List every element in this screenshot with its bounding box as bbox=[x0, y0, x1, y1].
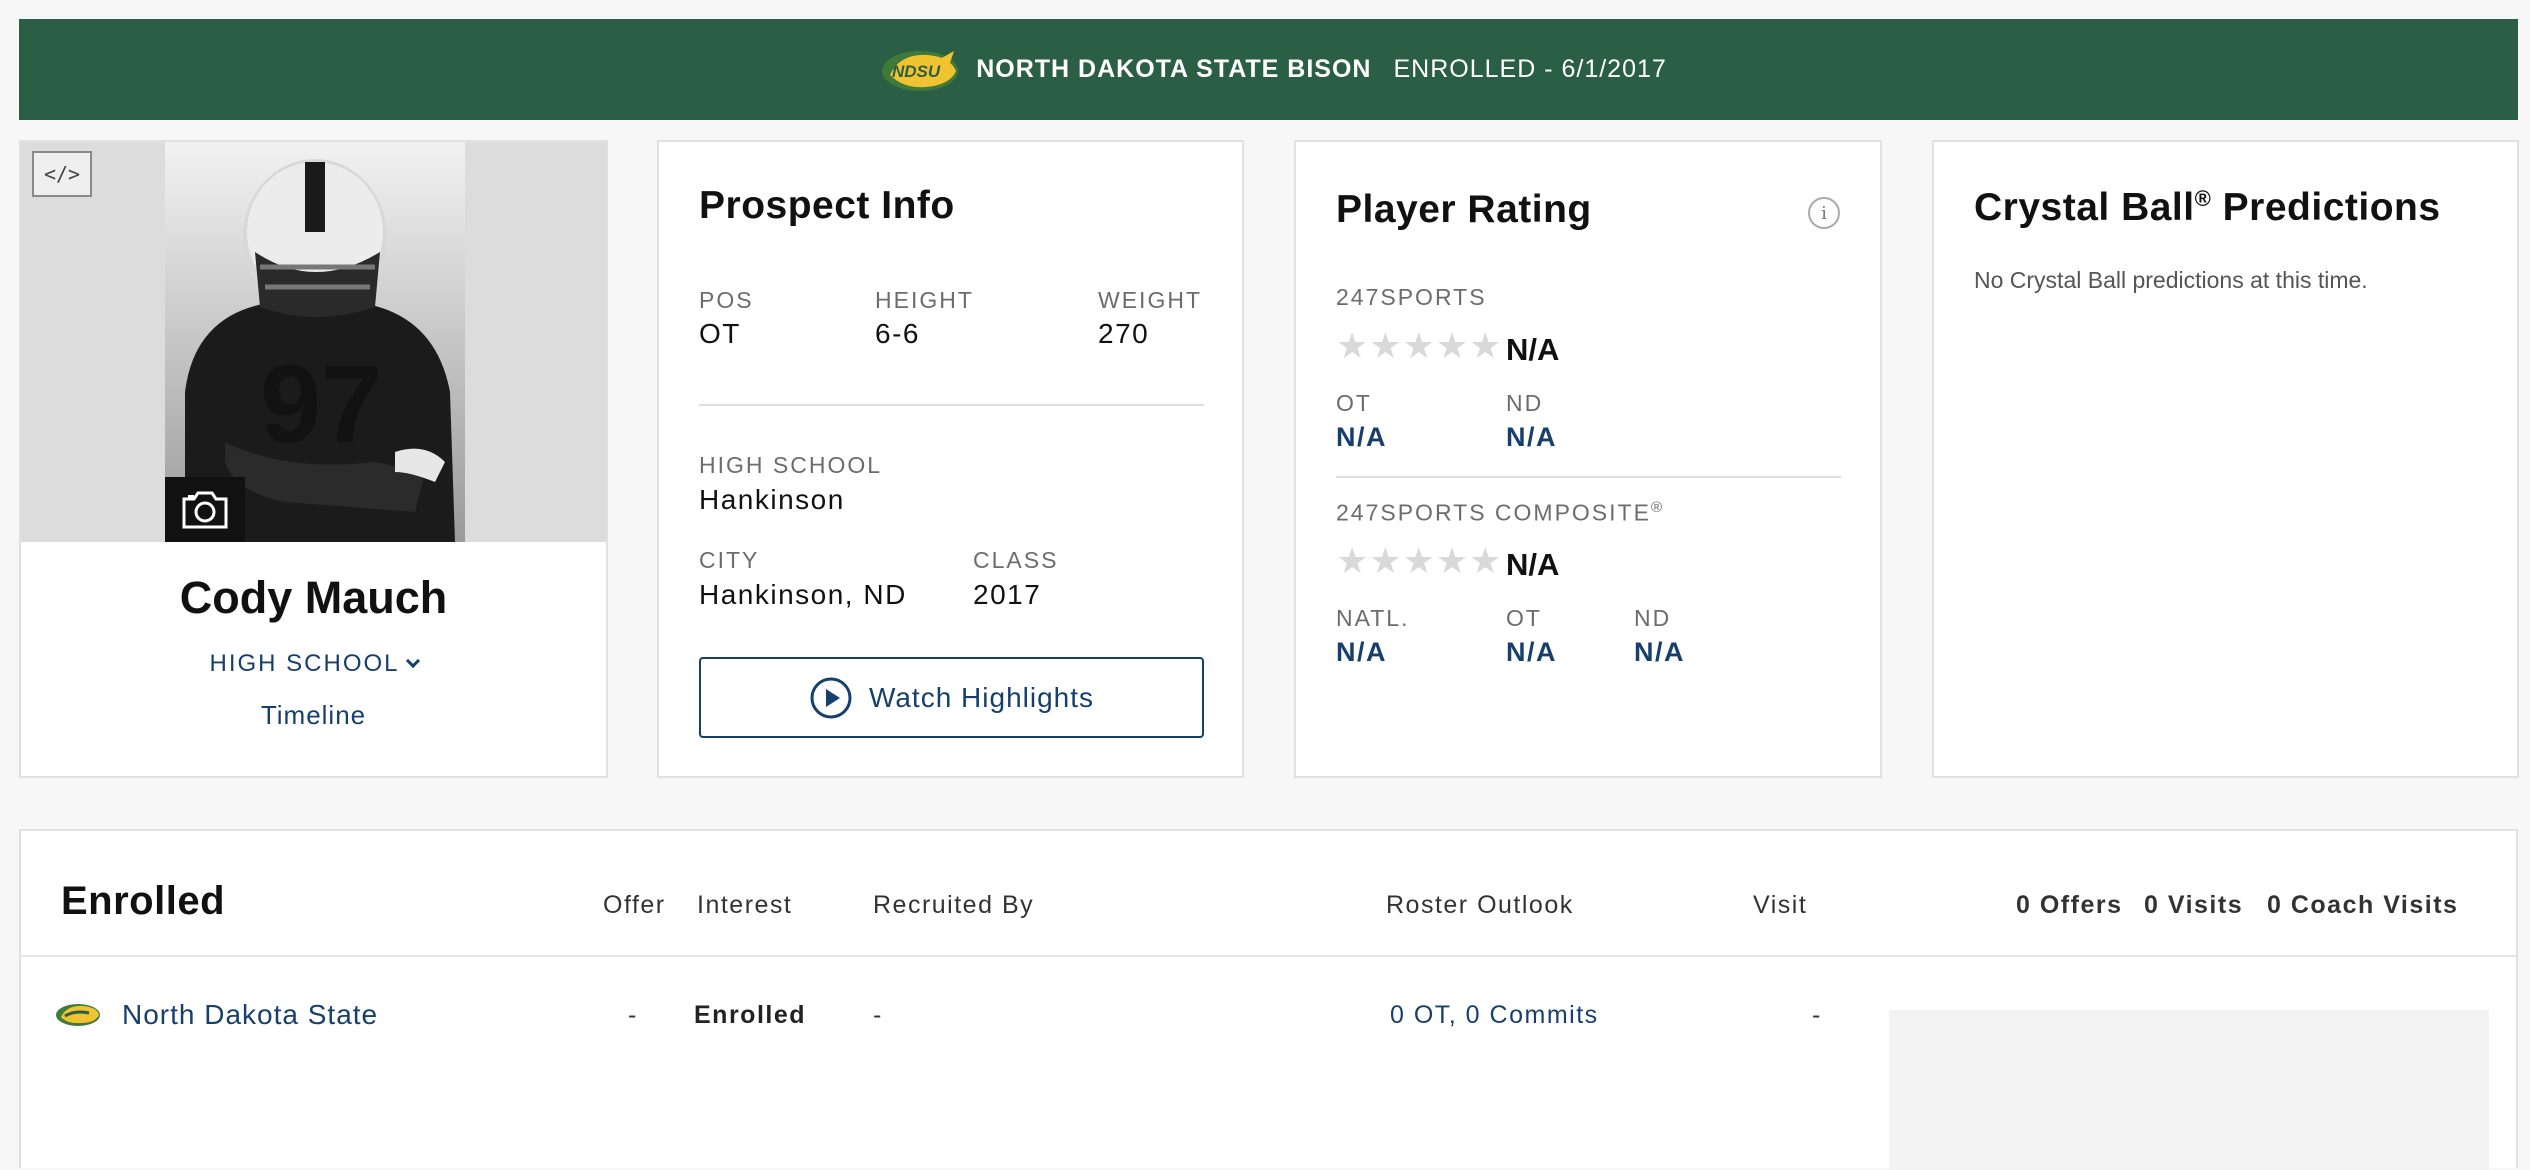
roster-outlook-column-header: Roster Outlook bbox=[1386, 891, 1574, 919]
play-icon bbox=[810, 677, 852, 718]
team-banner: NDSU NORTH DAKOTA STATE BISON ENROLLED -… bbox=[19, 19, 2518, 120]
composite-label: 247SPORTS COMPOSITE® bbox=[1336, 499, 1664, 527]
247sports-state-rank-label: ND bbox=[1506, 390, 1544, 416]
247sports-pos-rank-label: OT bbox=[1336, 390, 1372, 416]
star-icon: ★ bbox=[1369, 326, 1402, 367]
247sports-stars: ★ ★ ★ ★ ★ bbox=[1336, 329, 1501, 365]
logo-text: NDSU bbox=[892, 62, 941, 81]
high-school-label: HIGH SCHOOL bbox=[699, 452, 883, 478]
enrollment-status: ENROLLED - 6/1/2017 bbox=[1393, 55, 1667, 83]
visits-count: 0 Visits bbox=[2144, 891, 2244, 919]
class-label: CLASS bbox=[973, 547, 1059, 573]
visit-column-header: Visit bbox=[1753, 891, 1808, 919]
crystal-ball-title-rest: Predictions bbox=[2211, 186, 2441, 229]
pos-value: OT bbox=[699, 318, 741, 349]
composite-pos-rank[interactable]: N/A bbox=[1506, 637, 1557, 667]
enrolled-section: Enrolled Offer Interest Recruited By Ros… bbox=[19, 829, 2518, 1170]
composite-state-rank-label: ND bbox=[1634, 605, 1672, 631]
city-label: CITY bbox=[699, 547, 760, 573]
coach-visits-count: 0 Coach Visits bbox=[2267, 891, 2459, 919]
school-link[interactable]: North Dakota State bbox=[122, 999, 379, 1030]
star-icon: ★ bbox=[1469, 541, 1502, 582]
interest-cell: Enrolled bbox=[694, 1001, 807, 1029]
roster-outlook-link[interactable]: 0 OT, 0 Commits bbox=[1390, 1001, 1599, 1029]
ad-placeholder bbox=[1889, 1010, 2489, 1170]
interest-column-header: Interest bbox=[697, 891, 793, 919]
class-value: 2017 bbox=[973, 579, 1042, 610]
city-value: Hankinson, ND bbox=[699, 579, 907, 610]
player-rating-title: Player Rating bbox=[1336, 188, 1592, 231]
height-label: HEIGHT bbox=[875, 287, 974, 313]
camera-icon[interactable] bbox=[165, 477, 245, 542]
divider bbox=[1336, 476, 1841, 478]
composite-rating: N/A bbox=[1506, 547, 1560, 582]
star-icon: ★ bbox=[1402, 541, 1435, 582]
247sports-label: 247SPORTS bbox=[1336, 284, 1487, 310]
star-icon: ★ bbox=[1336, 326, 1369, 367]
registered-mark: ® bbox=[1650, 499, 1664, 516]
recruited-by-column-header: Recruited By bbox=[873, 891, 1035, 919]
info-icon[interactable]: i bbox=[1808, 197, 1840, 229]
star-icon: ★ bbox=[1402, 326, 1435, 367]
247sports-state-rank[interactable]: N/A bbox=[1506, 422, 1557, 452]
watch-highlights-label: Watch Highlights bbox=[868, 681, 1095, 713]
crystal-ball-title: Crystal Ball® Predictions bbox=[1974, 186, 2441, 230]
enrolled-title: Enrolled bbox=[61, 879, 226, 923]
composite-stars: ★ ★ ★ ★ ★ bbox=[1336, 544, 1501, 580]
ndsu-bison-logo: NDSU bbox=[882, 50, 959, 91]
star-icon: ★ bbox=[1369, 541, 1402, 582]
photo-area: </> 97 bbox=[21, 142, 606, 542]
prospect-info-card: Prospect Info POS OT HEIGHT 6-6 WEIGHT 2… bbox=[657, 140, 1244, 778]
crystal-ball-message: No Crystal Ball predictions at this time… bbox=[1974, 267, 2368, 293]
school-level-dropdown[interactable]: HIGH SCHOOL bbox=[21, 650, 606, 678]
prospect-info-title: Prospect Info bbox=[699, 184, 955, 227]
ndsu-bison-logo bbox=[56, 1004, 100, 1026]
weight-label: WEIGHT bbox=[1098, 287, 1202, 313]
star-icon: ★ bbox=[1336, 541, 1369, 582]
offer-cell: - bbox=[628, 1001, 638, 1029]
weight-value: 270 bbox=[1098, 318, 1150, 349]
offer-column-header: Offer bbox=[603, 891, 666, 919]
natl-rank[interactable]: N/A bbox=[1336, 637, 1387, 667]
pos-label: POS bbox=[699, 287, 754, 313]
player-rating-card: Player Rating i 247SPORTS ★ ★ ★ ★ ★ N/A OT N… bbox=[1294, 140, 1882, 778]
offers-count: 0 Offers bbox=[2016, 891, 2123, 919]
chevron-down-icon bbox=[405, 653, 420, 669]
crystal-ball-card: Crystal Ball® Predictions No Crystal Bal… bbox=[1932, 140, 2519, 778]
table-row: North Dakota State - Enrolled - 0 OT, 0 … bbox=[21, 959, 2516, 1170]
divider bbox=[699, 404, 1204, 406]
star-icon: ★ bbox=[1469, 326, 1502, 367]
star-icon: ★ bbox=[1435, 326, 1469, 367]
profile-card: </> 97 Cody bbox=[19, 140, 608, 778]
timeline-link[interactable]: Timeline bbox=[260, 700, 367, 730]
enrolled-header: Enrolled Offer Interest Recruited By Ros… bbox=[21, 831, 2516, 957]
recruited-by-cell: - bbox=[873, 1001, 883, 1029]
247sports-rating: N/A bbox=[1506, 332, 1560, 367]
natl-rank-label: NATL. bbox=[1336, 605, 1410, 631]
player-photo: 97 bbox=[165, 142, 465, 542]
high-school-link[interactable]: Hankinson bbox=[699, 484, 845, 515]
player-name: Cody Mauch bbox=[179, 572, 448, 623]
visit-cell: - bbox=[1812, 1001, 1822, 1029]
star-icon: ★ bbox=[1435, 541, 1469, 582]
watch-highlights-button[interactable]: Watch Highlights bbox=[699, 657, 1204, 738]
team-name: NORTH DAKOTA STATE BISON bbox=[976, 55, 1372, 83]
composite-label-text: 247SPORTS COMPOSITE bbox=[1336, 499, 1651, 526]
registered-mark: ® bbox=[2194, 186, 2212, 211]
school-level-label: HIGH SCHOOL bbox=[209, 650, 400, 677]
embed-code-button[interactable]: </> bbox=[32, 151, 92, 197]
crystal-ball-title-text: Crystal Ball bbox=[1974, 186, 2195, 229]
247sports-pos-rank[interactable]: N/A bbox=[1336, 422, 1387, 452]
jersey-number: 97 bbox=[260, 343, 382, 466]
height-value: 6-6 bbox=[875, 318, 920, 349]
composite-pos-rank-label: OT bbox=[1506, 605, 1542, 631]
composite-state-rank[interactable]: N/A bbox=[1634, 637, 1685, 667]
